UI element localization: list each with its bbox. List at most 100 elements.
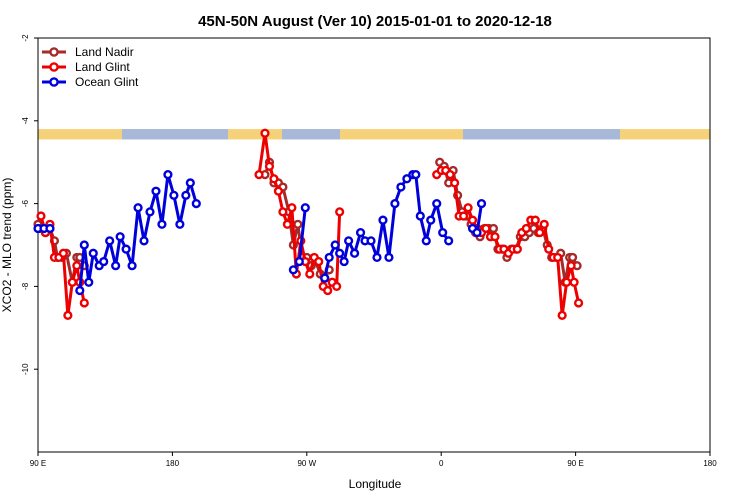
data-point [121,244,131,254]
data-point [467,215,478,225]
legend-marker [49,47,59,57]
data-point [459,211,469,221]
data-point [355,227,366,238]
data-point [444,236,454,246]
data-point [269,174,279,184]
data-point [145,207,155,217]
data-point [293,219,303,229]
data-point [181,190,191,200]
y-tick-label: -10 [21,363,30,375]
data-point [372,252,382,263]
legend-label: Land Glint [75,60,130,74]
data-point [320,273,330,283]
data-point [390,199,400,209]
data-point [512,244,522,254]
data-point [115,232,125,242]
y-tick-label: -6 [21,199,30,207]
data-point [111,261,121,271]
data-point [314,256,324,267]
data-point [566,261,576,271]
data-point [305,269,315,279]
data-point [557,310,567,320]
data-point [544,244,554,254]
data-point [191,199,201,209]
data-point [260,128,270,138]
data-point [287,203,297,213]
y-tick-label: -4 [21,117,30,125]
data-point [45,223,55,234]
series-ocean-glint [33,170,487,296]
data-point [396,182,406,192]
x-tick-label: 90 E [30,459,46,468]
data-point [366,236,376,246]
series-line [78,173,198,291]
data-point [300,203,310,213]
data-point [411,170,421,180]
y-tick-label: -2 [21,34,30,42]
data-point [426,215,436,225]
data-point [175,219,185,229]
data-point [535,227,545,238]
data-point [72,261,82,271]
data-point [63,310,73,320]
data-point [553,252,563,263]
data-point [463,203,473,213]
legend-item: Land Glint [42,60,130,74]
data-point [324,252,334,263]
data-point [421,236,431,246]
data-point [127,261,137,271]
land-band-fill [38,129,710,140]
data-point [490,232,500,242]
data-point [264,161,275,171]
legend-item: Land Nadir [42,45,134,59]
data-point [282,219,292,229]
data-point [163,170,173,180]
data-point [79,240,89,250]
x-tick-label: 90 W [297,459,316,468]
x-tick-label: 0 [439,459,444,468]
data-point [344,236,354,246]
ocean-band-segment [463,129,620,140]
land-mask-band [38,129,710,140]
plot-frame [37,37,711,453]
legend-marker [49,62,59,72]
data-point [79,298,89,308]
data-point [339,256,349,267]
data-point [185,178,195,188]
data-point [323,285,333,296]
data-point [294,256,304,267]
data-point [88,248,98,258]
data-point [67,277,77,287]
x-tick-label: 180 [703,459,717,468]
ocean-band-segment [122,129,228,140]
data-point [573,298,584,308]
data-point [539,219,549,229]
data-point [384,252,394,263]
data-point [99,256,109,267]
legend-item: Ocean Glint [42,75,139,89]
data-point [402,174,412,184]
data-point [335,207,345,217]
data-point [332,281,342,292]
data-point [330,240,340,250]
legend-marker [49,77,59,87]
legend-label: Land Nadir [75,45,134,59]
data-point [157,219,167,229]
data-point [75,285,85,296]
data-point [36,211,46,221]
data-point [151,186,161,196]
data-point [521,223,531,234]
data-point [569,277,579,287]
y-tick-label: -8 [21,282,30,290]
data-point [432,199,442,209]
x-axis: 90 E 180 90 W 0 90 E 180 [30,452,717,468]
data-point [476,199,487,209]
data-point [278,207,288,217]
data-point [288,265,298,275]
x-axis-label: Longitude [349,477,402,491]
x-tick-label: 180 [166,459,180,468]
data-point [58,248,68,258]
y-axis: -2 -4 -6 -8 -10 [21,34,38,375]
